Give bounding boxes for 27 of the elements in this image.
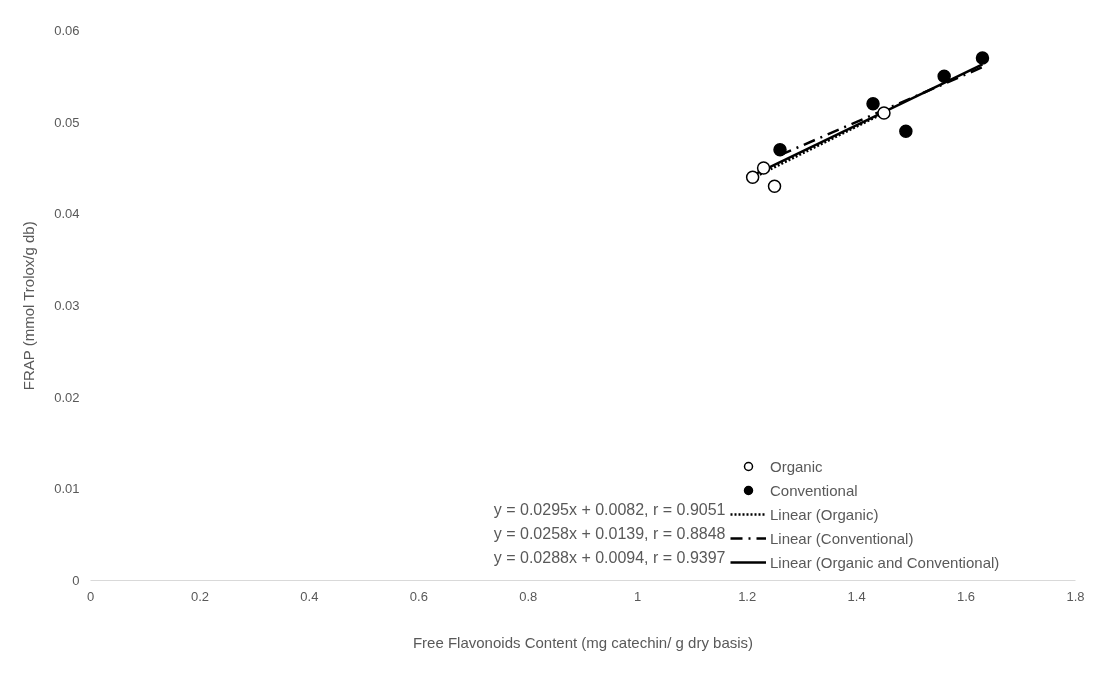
legend-label: Conventional [770, 480, 858, 500]
legend-label: Linear (Conventional) [770, 528, 914, 548]
x-tick-label: 0.2 [190, 588, 209, 604]
y-tick-label: 0.06 [54, 23, 80, 38]
x-tick-label: 0 [86, 588, 95, 604]
x-tick-label: 1.8 [1066, 588, 1085, 604]
annotation: y = 0.0295x + 0.0082, r = 0.9051 [493, 501, 726, 518]
x-tick-label: 1 [634, 588, 642, 604]
x-tick-label: 1.4 [847, 588, 866, 604]
x-axis-title: Free Flavonoids Content (mg catechin/ g dry basis) [412, 633, 754, 651]
y-tick-label: 0 [72, 573, 80, 588]
y-tick-label: 0.04 [54, 206, 80, 222]
y-tick-label: 0.03 [54, 298, 80, 313]
y-tick-label: 0.05 [54, 114, 80, 130]
annotation: y = 0.0258x + 0.0139, r = 0.8848 [493, 525, 726, 542]
legend-label: Linear (Organic and Conventional) [770, 552, 1000, 572]
annotation: y = 0.0288x + 0.0094, r = 0.9397 [493, 549, 726, 566]
x-tick-label: 0.6 [409, 588, 428, 604]
y-axis-title: FRAP (mmol Trolox/g db) [20, 221, 38, 391]
y-tick-label: 0.01 [54, 481, 80, 497]
x-tick-label: 0.4 [300, 588, 319, 604]
x-tick-label: 0.8 [519, 588, 538, 604]
y-tick-label: 0.02 [54, 389, 80, 405]
legend-label: Organic [770, 456, 823, 476]
legend-label: Linear (Organic) [770, 504, 879, 524]
x-tick-label: 1.6 [957, 588, 976, 604]
x-tick-label: 1.2 [738, 588, 757, 604]
